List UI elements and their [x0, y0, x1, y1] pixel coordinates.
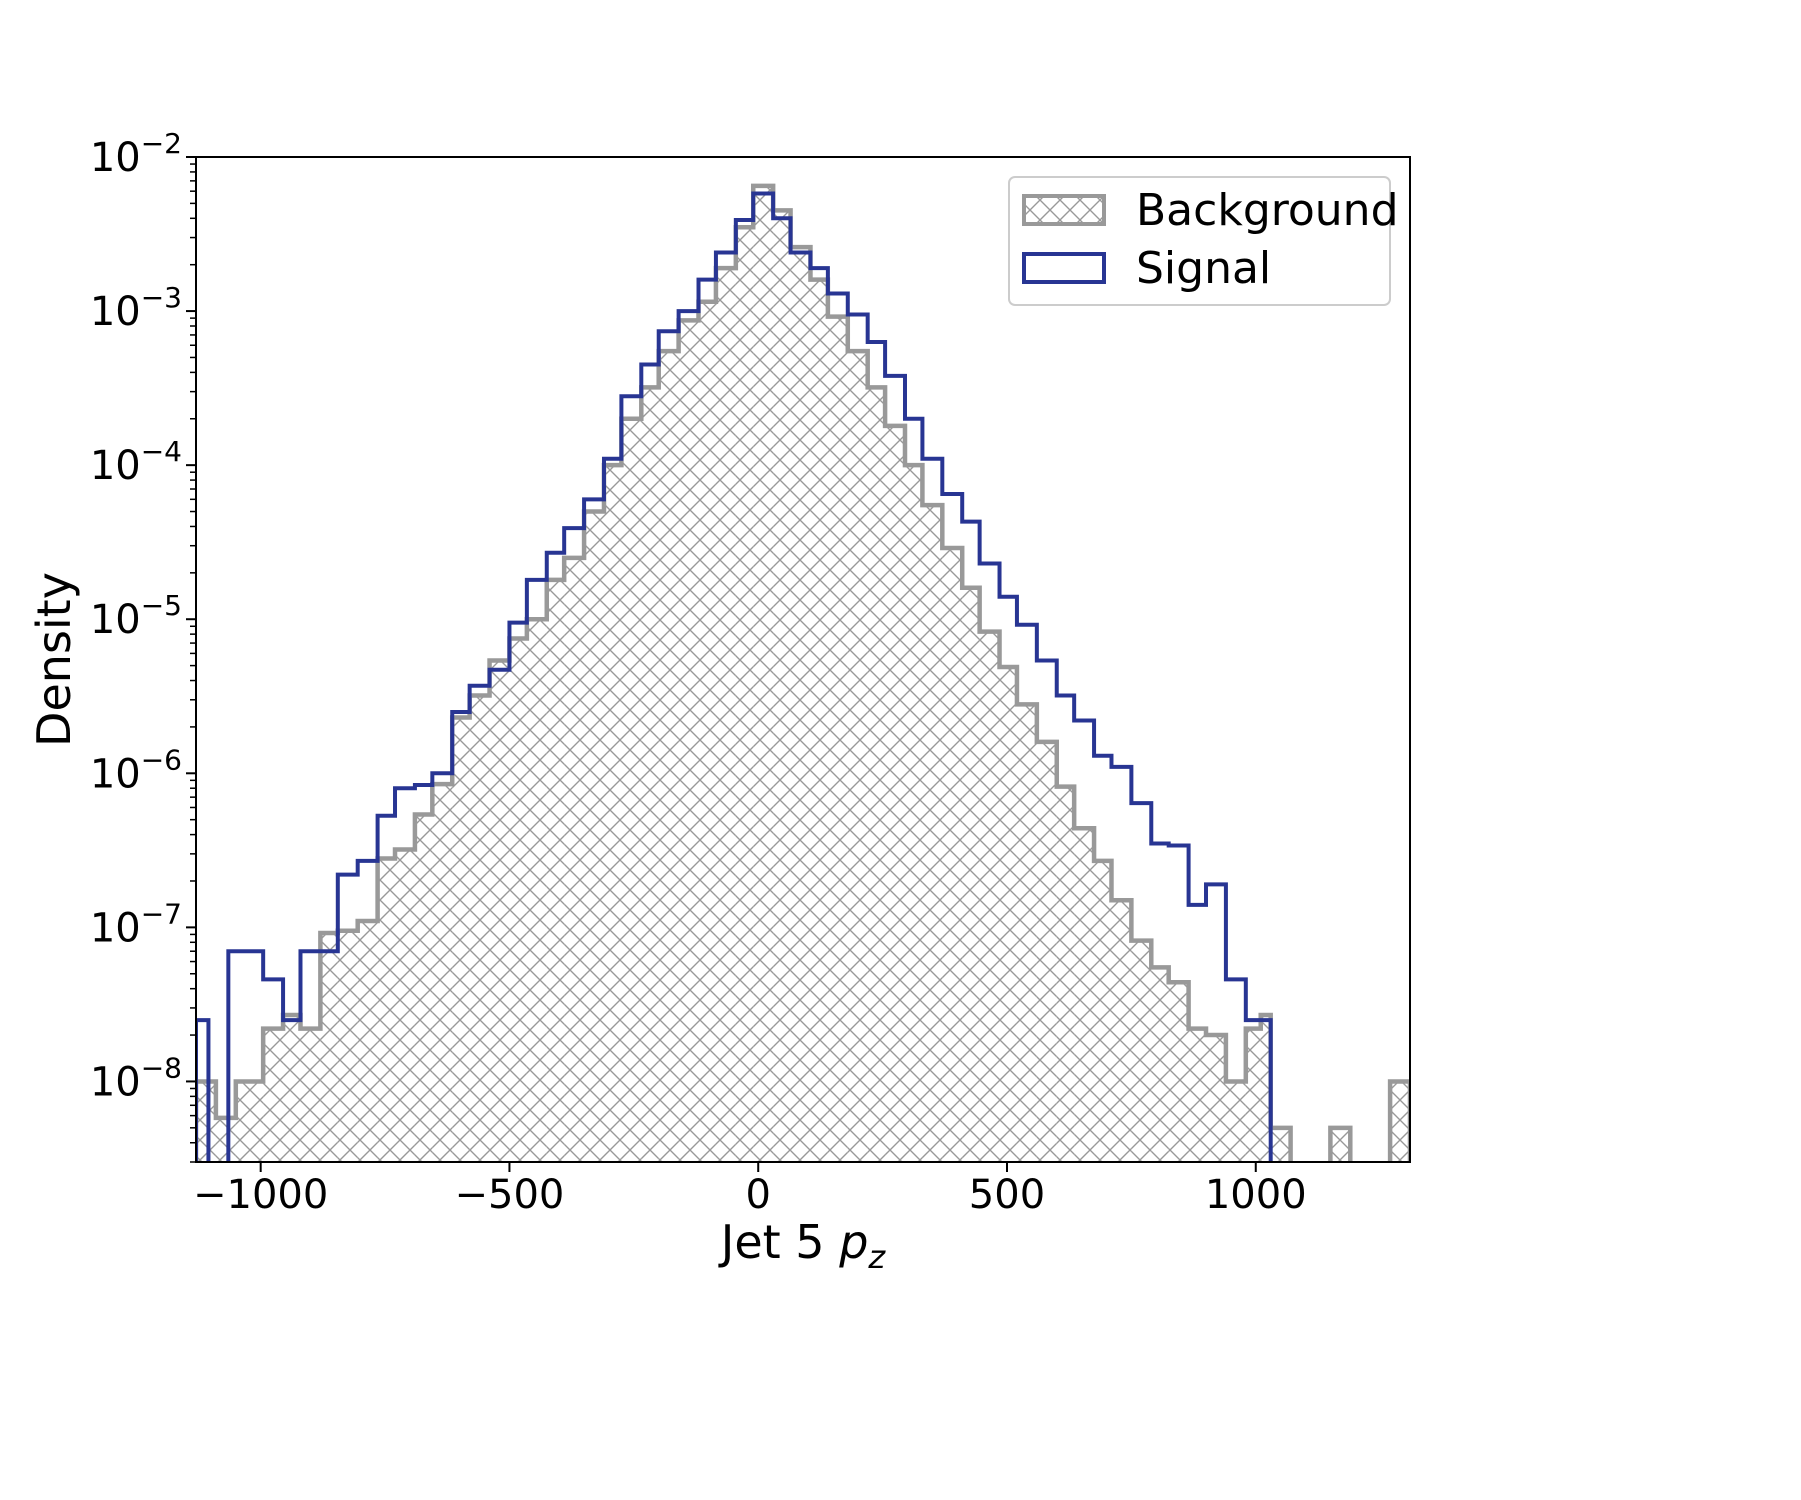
legend-label-signal: Signal: [1136, 243, 1271, 294]
bar-background-47: [1094, 860, 1112, 1162]
y-axis: 10−8 10−7 10−6 10−5 10−4 10−3 10−2: [90, 127, 196, 1163]
bar-background-27: [715, 268, 736, 1162]
bar-background-6: [320, 932, 338, 1162]
x-tick-label: −500: [455, 1172, 565, 1218]
bar-background-38: [922, 505, 943, 1162]
y-tick-label: 10−6: [90, 743, 182, 797]
bar-background-25: [678, 320, 699, 1162]
bar-background-57: [1270, 1127, 1291, 1162]
bar-background-50: [1151, 967, 1169, 1162]
bar-background-0: [196, 1081, 216, 1162]
bar-background-18: [546, 579, 565, 1162]
y-tick-label: 10−8: [90, 1051, 182, 1105]
bar-background-56: [1260, 1014, 1271, 1162]
bar-background-1: [215, 1117, 236, 1162]
bar-background-7: [337, 930, 358, 1162]
bar-background-48: [1111, 900, 1132, 1162]
x-axis-label: Jet 5 pz: [718, 1215, 887, 1276]
x-tick-label: −1000: [193, 1172, 328, 1218]
bar-background-13: [452, 717, 470, 1162]
x-tick-label: 500: [969, 1172, 1045, 1218]
y-tick-label: 10−3: [90, 281, 182, 335]
y-tick-label: 10−4: [90, 435, 182, 489]
bar-background-17: [526, 619, 547, 1162]
bar-background-45: [1056, 786, 1075, 1162]
bar-background-53: [1206, 1035, 1226, 1162]
bar-background-39: [942, 547, 963, 1162]
bar-background-12: [432, 784, 453, 1162]
bar-background-9: [377, 858, 396, 1162]
bar-background-3: [263, 1028, 284, 1162]
bar-background-41: [979, 631, 1000, 1162]
bar-background-35: [867, 387, 886, 1162]
legend-label-background: Background: [1136, 185, 1399, 236]
bar-background-46: [1074, 828, 1095, 1162]
bar-background-14: [469, 695, 490, 1162]
x-axis: −1000 −500 0 500 1000: [193, 1162, 1307, 1218]
bar-background-19: [564, 557, 585, 1162]
bar-background-22: [621, 418, 642, 1162]
bar-background-29: [753, 185, 774, 1162]
bar-background-36: [885, 425, 905, 1162]
x-axis-label-main: Jet 5: [718, 1215, 839, 1269]
bar-background-26: [698, 301, 716, 1162]
series-signal: [196, 191, 1273, 1162]
bar-background-32: [810, 279, 828, 1162]
x-tick-label: 1000: [1205, 1172, 1307, 1218]
bar-background-52: [1188, 1028, 1207, 1162]
bar-background-11: [414, 814, 433, 1162]
bar-background-55: [1245, 1028, 1261, 1162]
bar-background-15: [489, 660, 510, 1162]
bar-background-8: [357, 920, 378, 1162]
step-outline-signal: [196, 191, 1273, 1162]
bar-background-34: [847, 351, 868, 1162]
legend-swatch-background: [1022, 194, 1106, 226]
bar-background-5: [300, 1028, 321, 1162]
bar-background-16: [509, 638, 527, 1162]
bar-background-31: [790, 247, 811, 1162]
bar-background-44: [1036, 741, 1057, 1162]
x-axis-label-sub: z: [867, 1238, 886, 1276]
bar-background-43: [1016, 704, 1037, 1162]
bar-background-61: [1390, 1081, 1410, 1162]
bar-background-4: [283, 1014, 301, 1162]
y-tick-label: 10−2: [90, 127, 182, 181]
plot-frame: [195, 156, 1411, 1163]
bar-background-33: [827, 316, 848, 1162]
bar-background-28: [735, 227, 754, 1162]
bar-background-2: [235, 1081, 264, 1162]
x-tick-label: 0: [745, 1172, 770, 1218]
bar-background-21: [603, 465, 622, 1162]
bar-background-51: [1168, 982, 1189, 1162]
series-background: [196, 183, 1410, 1162]
bar-background-40: [962, 587, 980, 1162]
y-tick-label: 10−5: [90, 589, 182, 643]
y-tick-label: 10−7: [90, 897, 182, 951]
bar-background-23: [641, 387, 659, 1162]
legend-swatch-signal: [1022, 252, 1106, 284]
bar-background-30: [773, 210, 791, 1162]
bar-background-54: [1225, 1081, 1246, 1162]
bar-background-37: [904, 465, 923, 1162]
legend: Background Signal: [1008, 176, 1399, 306]
plot-area: [196, 183, 1410, 1162]
bar-background-42: [999, 666, 1017, 1162]
bar-background-24: [658, 351, 679, 1162]
bar-background-20: [584, 511, 604, 1162]
x-axis-label-var: p: [838, 1215, 868, 1269]
y-axis-label: Density: [27, 572, 81, 747]
bar-background-59: [1330, 1127, 1351, 1162]
bar-background-49: [1131, 940, 1152, 1162]
bar-background-10: [395, 849, 415, 1162]
